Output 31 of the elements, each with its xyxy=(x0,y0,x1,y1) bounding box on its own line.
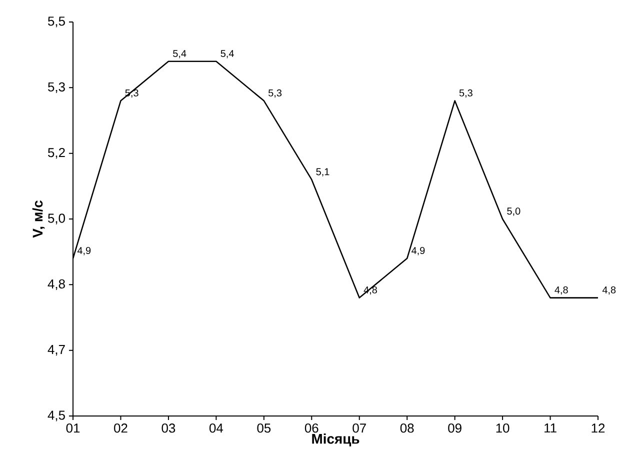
y-tick-label: 5,3 xyxy=(48,82,65,94)
data-label: 5,1 xyxy=(316,168,330,176)
x-tick-label: 02 xyxy=(114,424,128,433)
data-label: 5,3 xyxy=(459,89,472,98)
data-label: 4,9 xyxy=(412,246,425,256)
data-label: 4,8 xyxy=(602,286,616,295)
data-label: 5,3 xyxy=(268,89,282,98)
x-tick-label: 03 xyxy=(162,424,176,433)
x-tick-label: 04 xyxy=(209,424,224,433)
data-label: 4,9 xyxy=(77,246,91,256)
x-tick-label: 07 xyxy=(352,424,366,433)
x-tick-label: 01 xyxy=(66,424,80,433)
y-tick-label: 5,2 xyxy=(48,148,65,159)
x-tick-label: 11 xyxy=(544,424,556,432)
x-tick-label: 12 xyxy=(592,424,605,433)
x-tick-label: 05 xyxy=(257,424,271,433)
y-tick-label: 4,5 xyxy=(48,410,65,422)
y-tick-label: 4,8 xyxy=(48,279,65,290)
data-label: 4,8 xyxy=(554,286,568,295)
x-tick-label: 06 xyxy=(304,424,318,433)
x-axis-title: Місяць xyxy=(312,434,360,446)
y-tick-label: 4,7 xyxy=(48,345,65,356)
y-axis-title: V, м/с xyxy=(32,200,45,238)
data-label: 5,4 xyxy=(173,50,186,58)
x-tick-label: 09 xyxy=(448,424,462,433)
data-label: 5,0 xyxy=(507,208,520,216)
x-tick-label: 10 xyxy=(496,424,510,433)
y-tick-label: 5,0 xyxy=(48,214,65,224)
y-tick-label: 5,5 xyxy=(48,16,65,28)
x-tick-label: 08 xyxy=(400,424,414,433)
data-label: 5,4 xyxy=(220,50,234,58)
